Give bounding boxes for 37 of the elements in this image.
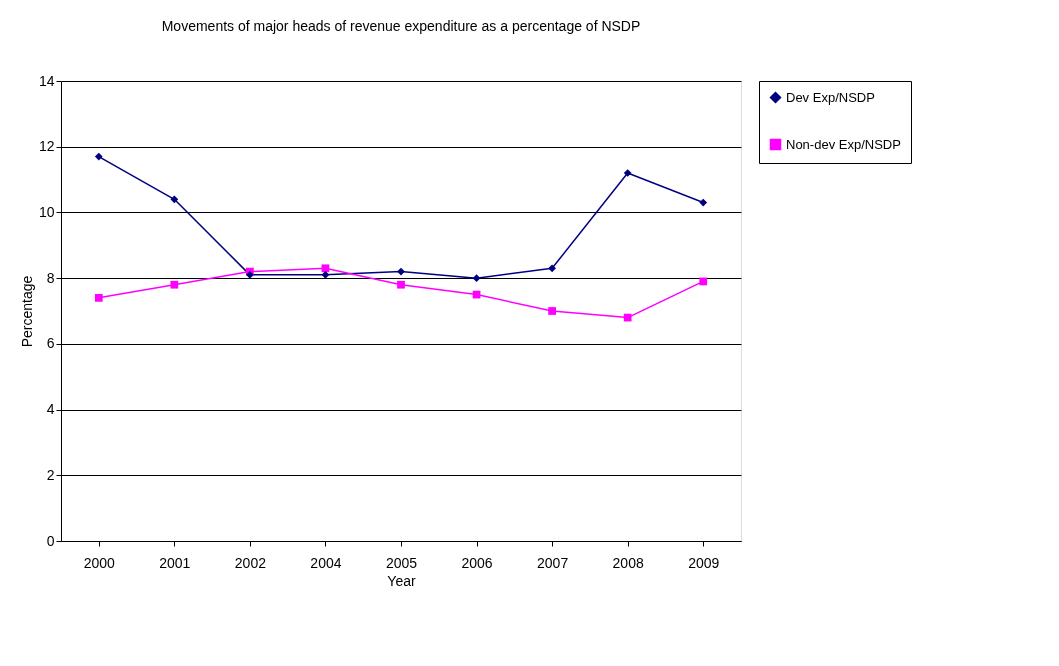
- x-tick-label: 2009: [688, 554, 720, 571]
- legend-label: Non-dev Exp/NSDP: [786, 136, 901, 152]
- y-tick-label: 4: [46, 401, 55, 418]
- x-tick-label: 2008: [612, 554, 644, 571]
- point: [472, 274, 481, 283]
- point: [397, 280, 405, 289]
- point: [548, 264, 556, 273]
- point: [397, 267, 405, 276]
- x-tick-label: 2000: [83, 554, 116, 571]
- y-tick-label: 14: [38, 72, 55, 89]
- y-tick-label: 10: [38, 203, 55, 220]
- y-tick-label: 2: [46, 466, 55, 483]
- point: [321, 270, 330, 279]
- point: [699, 277, 708, 286]
- x-tick-label: 2004: [310, 554, 342, 571]
- y-tick-label: 12: [38, 138, 55, 155]
- point: [170, 280, 179, 289]
- y-axis-title: Percentage: [18, 275, 35, 348]
- chart-title: Movements of major heads of revenue expenditure as a percentage of NSDP: [161, 18, 641, 34]
- x-tick-label: 2007: [537, 554, 569, 571]
- y-tick-label: 8: [46, 269, 55, 286]
- legend-label: Dev Exp/NSDP: [786, 89, 875, 105]
- y-tick-label: 0: [46, 532, 55, 549]
- x-tick-label: 2005: [385, 554, 418, 571]
- point: [94, 293, 103, 302]
- point: [623, 169, 632, 177]
- point: [321, 264, 330, 273]
- point: [94, 152, 103, 161]
- x-tick-label: 2002: [234, 554, 267, 571]
- point: [623, 313, 632, 322]
- point: [699, 198, 708, 207]
- y-tick-label: 6: [46, 335, 55, 352]
- point: [548, 307, 556, 315]
- point: [170, 195, 179, 204]
- x-axis-title: Year: [387, 572, 416, 589]
- x-tick-label: 2006: [461, 554, 493, 571]
- x-tick-label: 2001: [159, 554, 191, 571]
